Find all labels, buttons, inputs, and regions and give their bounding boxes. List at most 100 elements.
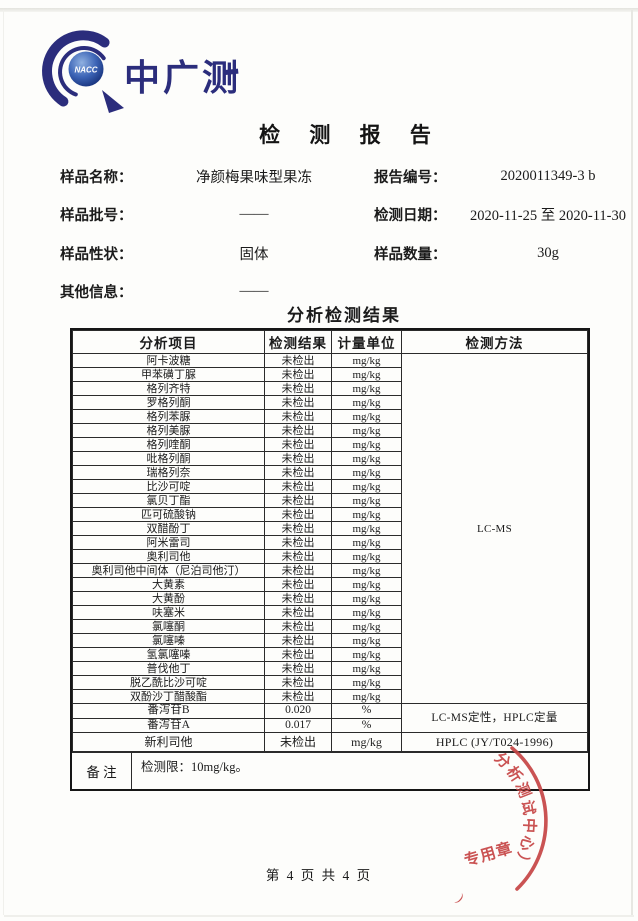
info-row: 样品性状： 固体 样品数量： 30g <box>60 234 628 273</box>
col-header-unit: 计量单位 <box>331 330 402 354</box>
cell-item: 罗格列酮 <box>72 395 265 410</box>
cell-item: 格列美脲 <box>72 423 265 438</box>
table-row: 格列喹酮 未检出 mg/kg <box>72 437 588 452</box>
scan-edge-right <box>631 10 633 915</box>
cell-result: 未检出 <box>264 619 332 634</box>
remark-label: 备 注 <box>72 753 132 789</box>
cell-item: 奥利司他 <box>72 549 265 564</box>
nacc-badge-text: NACC <box>74 66 97 75</box>
table-row: 格列美脲 未检出 mg/kg <box>72 423 588 438</box>
table-row: 奥利司他中间体（尼泊司他汀） 未检出 mg/kg <box>72 563 588 578</box>
cell-result: 未检出 <box>264 647 332 662</box>
info-row: 样品名称： 净颜梅果味型果冻 报告编号： 2020011349-3 b <box>60 157 628 196</box>
info-left-label: 样品名称： <box>60 169 133 186</box>
cell-unit: mg/kg <box>331 577 402 592</box>
table-row: 阿米雷司 未检出 mg/kg <box>72 535 588 550</box>
cell-item: 氯贝丁酯 <box>72 493 265 508</box>
cell-item: 新利司他 <box>72 732 265 752</box>
report-title: 检 测 报 告 <box>259 123 443 147</box>
org-name-text: 中广测 <box>124 57 241 98</box>
cell-unit: mg/kg <box>331 675 402 690</box>
sample-info: 样品名称： 净颜梅果味型果冻 报告编号： 2020011349-3 b 样品批号： —— 检… <box>60 157 628 311</box>
cell-result: 未检出 <box>264 507 332 522</box>
info-left-label: 样品性状： <box>60 246 133 263</box>
cell-result: 未检出 <box>264 423 332 438</box>
cell-unit: mg/kg <box>331 549 402 564</box>
cell-item: 奥利司他中间体（尼泊司他汀） <box>72 563 265 578</box>
cell-item: 番泻苷B <box>72 703 265 719</box>
cell-item: 氯噻酮 <box>72 619 265 634</box>
cell-unit: mg/kg <box>331 619 402 634</box>
cell-item: 格列苯脲 <box>72 409 265 424</box>
cell-unit: mg/kg <box>331 689 402 704</box>
table-row: 吡格列酮 未检出 mg/kg <box>72 451 588 466</box>
cell-unit: mg/kg <box>331 465 402 480</box>
cell-result: 未检出 <box>264 591 332 606</box>
cell-item: 比沙可啶 <box>72 479 265 494</box>
nacc-globe-icon <box>68 51 104 87</box>
table-row: 新利司他 未检出 mg/kg HPLC (JY/T024-1996) <box>72 732 588 752</box>
cell-result: 未检出 <box>264 661 332 676</box>
cell-result: 未检出 <box>264 381 332 396</box>
cell-result: 未检出 <box>264 451 332 466</box>
cell-unit: mg/kg <box>331 591 402 606</box>
cell-unit: mg/kg <box>331 535 402 550</box>
cell-result: 未检出 <box>264 367 332 382</box>
cell-item: 匹可硫酸钠 <box>72 507 265 522</box>
cell-item: 普伐他丁 <box>72 661 265 676</box>
cell-method: LC-MS定性，HPLC定量 <box>401 703 588 733</box>
results-table: 分析项目 检测结果 计量单位 检测方法 阿卡波糖 未检出 mg/kg LC-MS 甲苯磺… <box>72 330 588 752</box>
cell-item: 阿卡波糖 <box>72 353 265 368</box>
info-right-label: 报告编号： <box>374 169 447 186</box>
cell-unit: % <box>331 717 402 733</box>
cell-result: 未检出 <box>264 395 332 410</box>
scan-edge-bottom <box>4 915 634 917</box>
cell-unit: mg/kg <box>331 395 402 410</box>
info-left-value: 固体 <box>239 246 269 263</box>
logo-dash-mark <box>225 68 239 75</box>
cell-item: 格列齐特 <box>72 381 265 396</box>
cell-item: 格列喹酮 <box>72 437 265 452</box>
cell-unit: mg/kg <box>331 521 402 536</box>
cell-unit: mg/kg <box>331 479 402 494</box>
cell-unit: mg/kg <box>331 353 402 368</box>
svg-text:): ) <box>454 891 467 905</box>
table-row: 格列苯脲 未检出 mg/kg <box>72 409 588 424</box>
cell-unit: % <box>331 703 402 719</box>
cell-result: 未检出 <box>264 535 332 550</box>
info-right-value: 2020-11-25 至 2020-11-30 <box>470 208 626 225</box>
table-row: 氯贝丁酯 未检出 mg/kg <box>72 493 588 508</box>
cell-item: 脱乙酰比沙可啶 <box>72 675 265 690</box>
info-row: 其他信息： —— <box>60 273 628 312</box>
cell-unit: mg/kg <box>331 661 402 676</box>
cell-item: 双醋酚丁 <box>72 521 265 536</box>
remark-row: 备 注 检测限：10mg/kg。 <box>72 752 588 789</box>
cell-result: 未检出 <box>264 605 332 620</box>
results-table-wrapper: 分析项目 检测结果 计量单位 检测方法 阿卡波糖 未检出 mg/kg LC-MS 甲苯磺… <box>70 328 590 791</box>
table-row: 匹可硫酸钠 未检出 mg/kg <box>72 507 588 522</box>
cell-unit: mg/kg <box>331 381 402 396</box>
page-number: 第 4 页 共 4 页 <box>265 868 373 883</box>
table-row: 阿卡波糖 未检出 mg/kg LC-MS <box>72 353 588 704</box>
cell-result: 未检出 <box>264 479 332 494</box>
scan-edge-left <box>3 10 4 915</box>
table-row: 瑞格列奈 未检出 mg/kg <box>72 465 588 480</box>
table-row: 双酚沙丁醋酸酯 未检出 mg/kg <box>72 689 588 704</box>
cell-item: 吡格列酮 <box>72 451 265 466</box>
table-row: 格列齐特 未检出 mg/kg <box>72 381 588 396</box>
cell-unit: mg/kg <box>331 437 402 452</box>
cell-result: 0.017 <box>264 717 332 733</box>
cell-result: 未检出 <box>264 521 332 536</box>
cell-result: 未检出 <box>264 549 332 564</box>
table-row: 番泻苷B 0.020% LC-MS定性，HPLC定量 <box>72 703 588 733</box>
info-right-label: 检测日期： <box>374 208 447 225</box>
cell-unit: mg/kg <box>331 563 402 578</box>
cell-result: 未检出 <box>264 732 332 752</box>
cell-result: 未检出 <box>264 437 332 452</box>
remark-text: 检测限：10mg/kg。 <box>141 760 248 774</box>
info-right-value: 2020011349-3 b <box>500 167 596 184</box>
table-row: 奥利司他 未检出 mg/kg <box>72 549 588 564</box>
scan-edge-top <box>0 8 638 12</box>
cell-result: 0.020 <box>264 703 332 719</box>
col-header-method: 检测方法 <box>401 330 588 354</box>
